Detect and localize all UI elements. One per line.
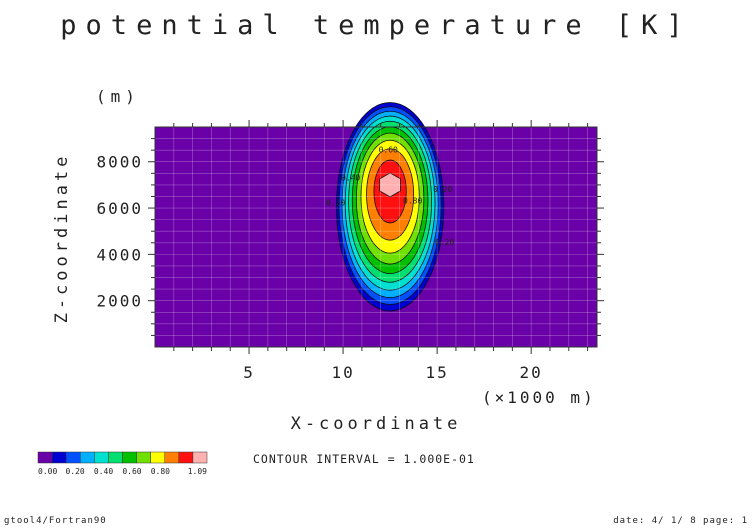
colorbar-swatch: [94, 451, 109, 464]
y-tick-label: 2000: [96, 292, 143, 311]
colorbar: 0.00 0.20 0.40 0.60 0.80 1.09: [37, 451, 208, 476]
chart-title: potential temperature [K]: [60, 10, 692, 41]
contour-label: 0.20: [435, 238, 454, 247]
y-tick-label: 8000: [96, 153, 143, 172]
y-tick-label: 6000: [96, 199, 143, 218]
contour-fill-max: [379, 172, 401, 198]
x-tick-label: 10: [331, 363, 354, 382]
plot-area: [155, 102, 597, 347]
x-axis-unit: (×1000 m): [482, 388, 596, 407]
footer-date-page: date: 4/ 1/ 8 page: 1: [613, 516, 748, 526]
contour-labels: 0.20 0.40 0.60 0.80 0.20 0.20: [326, 145, 455, 247]
x-tick-label: 20: [520, 363, 543, 382]
colorbar-label: 0.20: [65, 467, 84, 476]
contour-label: 0.20: [433, 185, 452, 194]
colorbar-swatch: [178, 451, 194, 464]
y-axis-unit: (m): [96, 87, 140, 106]
footer-program: gtool4/Fortran90: [4, 516, 107, 526]
contour-label: 0.20: [326, 199, 345, 208]
contour-label: 0.40: [341, 173, 360, 182]
colorbar-swatch: [80, 451, 95, 464]
contour-label: 0.60: [379, 145, 398, 154]
colorbar-swatch: [122, 451, 137, 464]
grid-lines: [155, 127, 597, 347]
colorbar-label: 0.80: [151, 467, 170, 476]
colorbar-label: 1.09: [188, 467, 207, 476]
colorbar-swatch: [51, 451, 67, 464]
plot-frame: [154, 126, 598, 348]
x-axis-label: X-coordinate: [290, 414, 462, 434]
colorbar-swatch: [164, 451, 180, 464]
x-tick-label: 15: [425, 363, 448, 382]
axes: 5 10 15 20 2000 4000 6000 8000: [96, 120, 604, 382]
colorbar-swatch: [136, 451, 151, 464]
colorbar-swatch: [65, 451, 81, 464]
colorbar-label: 0.40: [94, 467, 113, 476]
colorbar-label: 0.60: [122, 467, 141, 476]
x-tick-label: 5: [243, 363, 255, 382]
contour-label: 0.80: [403, 196, 422, 205]
y-tick-label: 4000: [96, 245, 143, 264]
colorbar-swatch: [37, 451, 53, 464]
colorbar-swatch: [150, 451, 166, 464]
colorbar-swatch: [192, 451, 208, 464]
colorbar-label: 0.00: [38, 467, 57, 476]
colorbar-swatch: [108, 451, 123, 464]
contour-interval-note: CONTOUR INTERVAL = 1.000E-01: [253, 452, 475, 466]
